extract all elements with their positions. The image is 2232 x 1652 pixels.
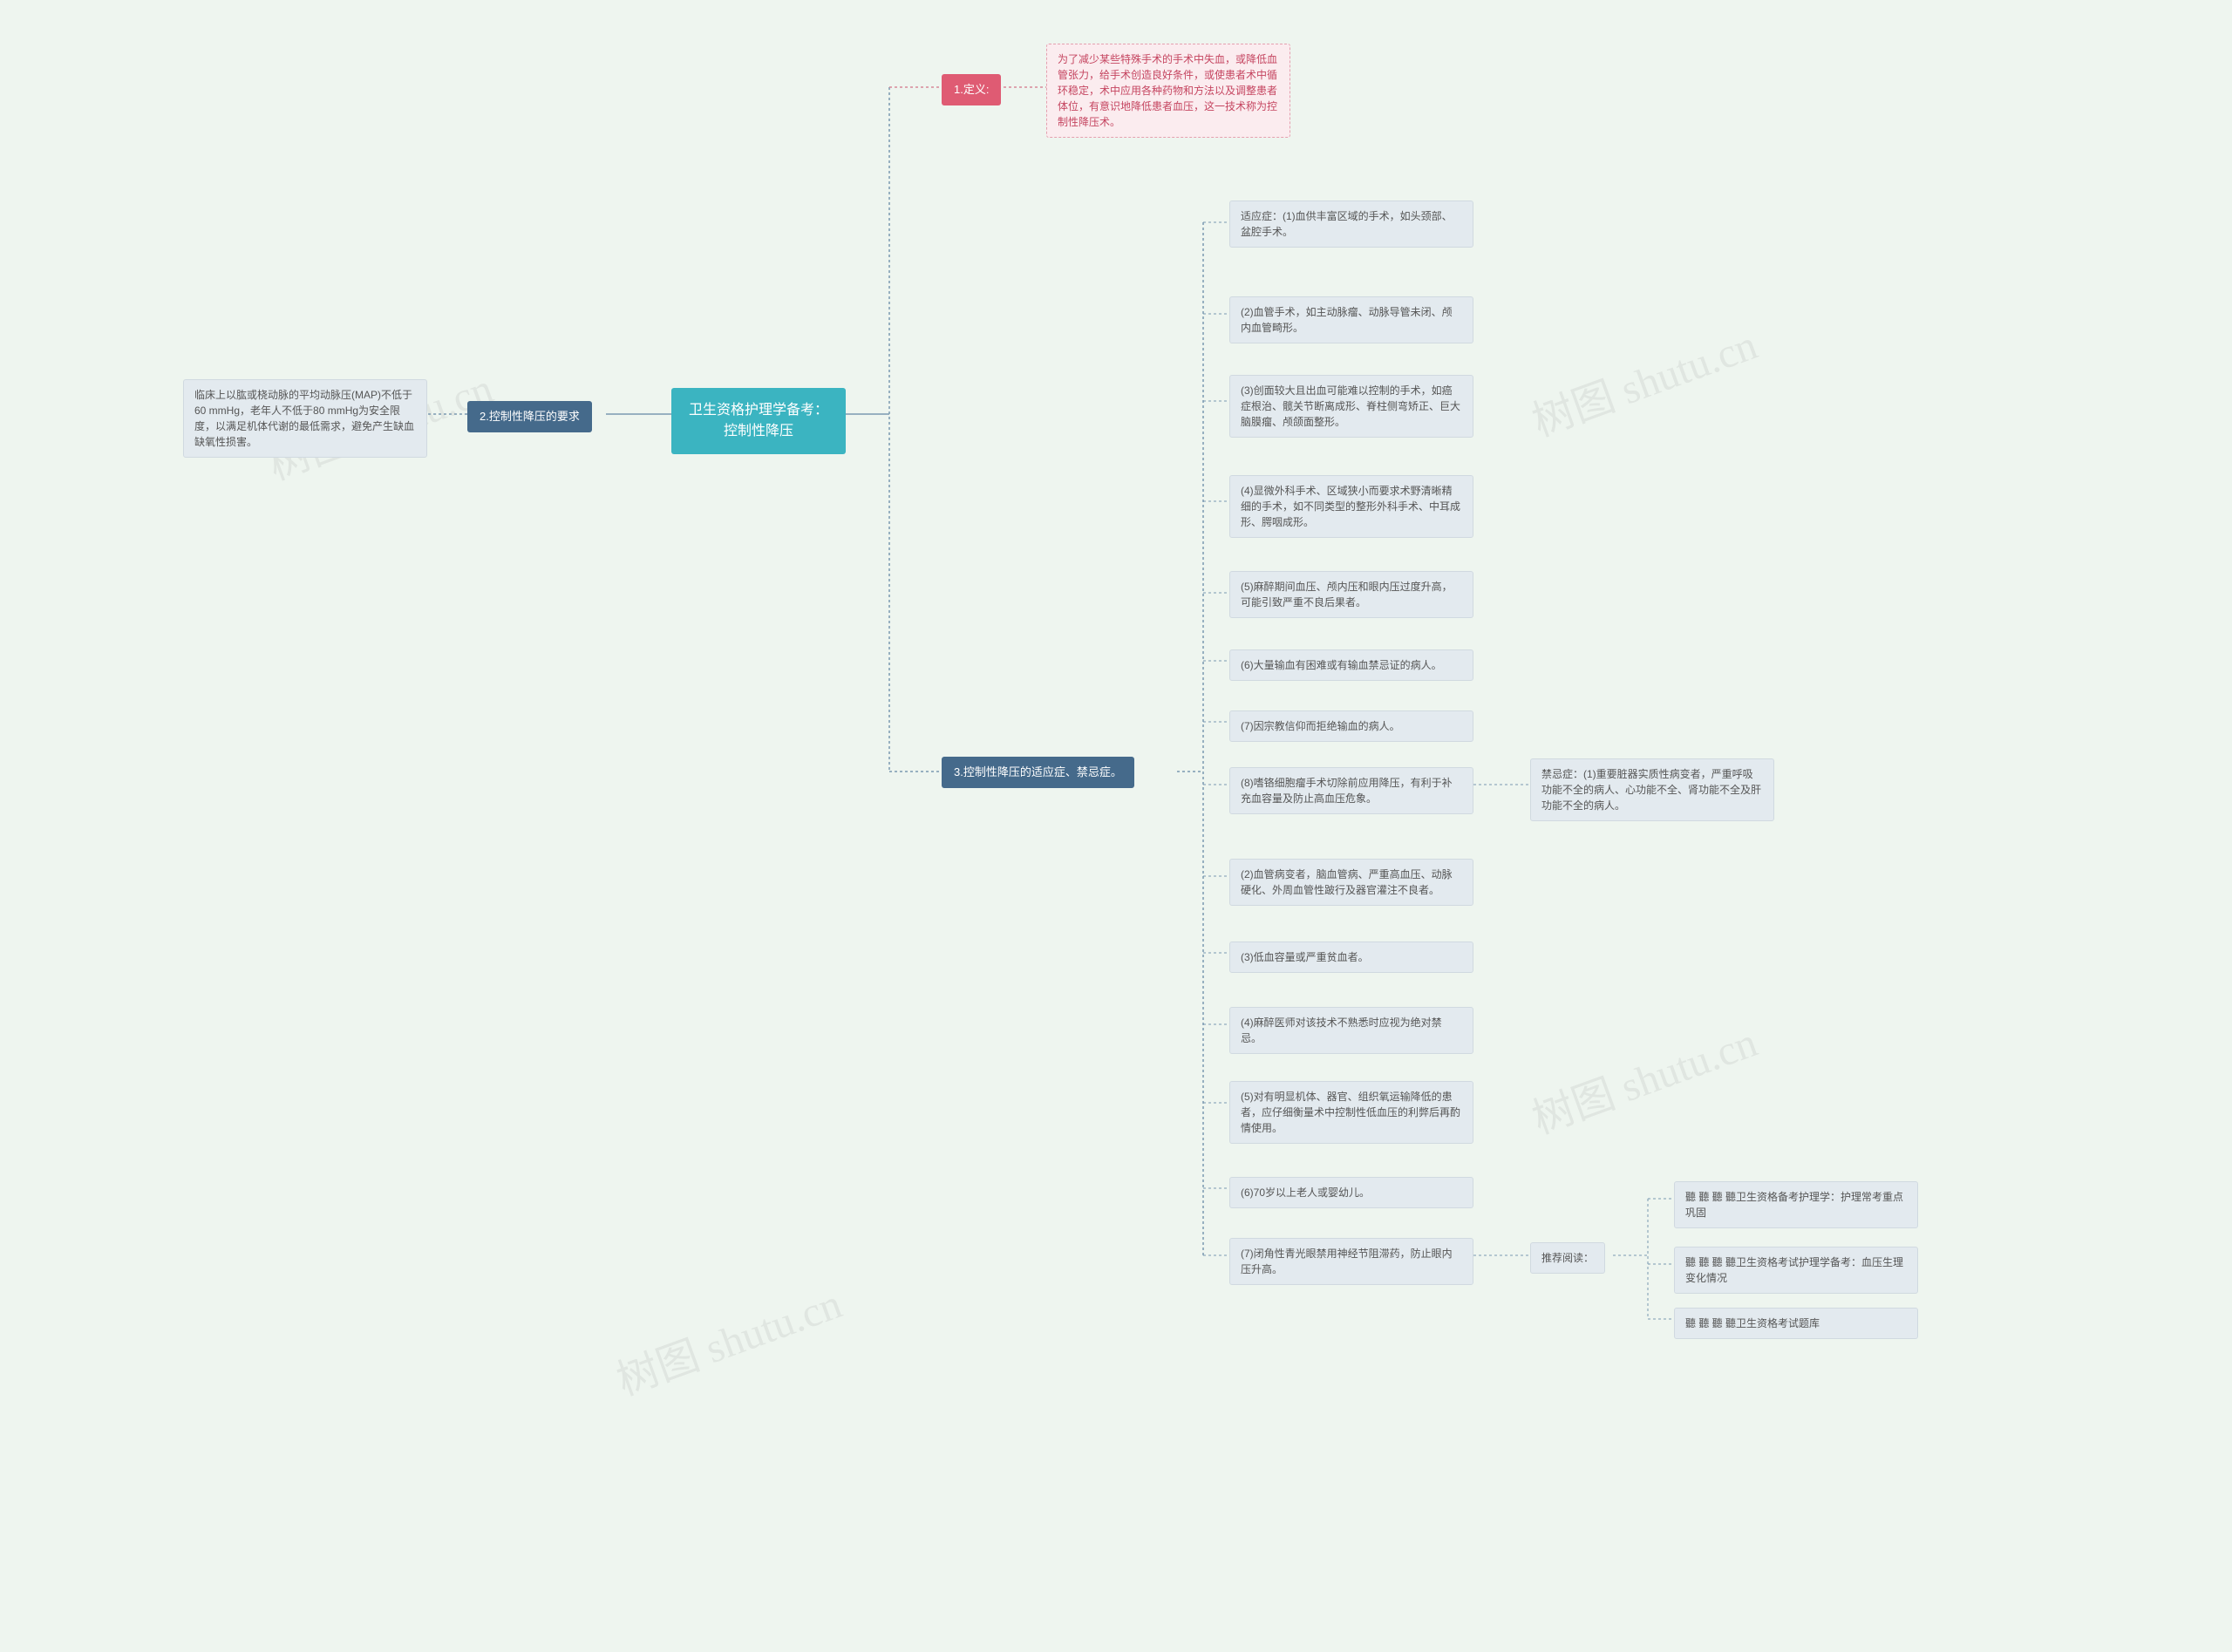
- leaf-indication: (2)血管病变者，脑血管病、严重高血压、动脉硬化、外周血管性跛行及器官灌注不良者…: [1229, 859, 1473, 906]
- mindmap-connectors: [0, 0, 2232, 1652]
- leaf-indication-text: (5)麻醉期间血压、颅内压和眼内压过度升高，可能引致严重不良后果者。: [1241, 581, 1453, 608]
- leaf-indication-text: (7)闭角性青光眼禁用神经节阻滞药，防止眼内压升高。: [1241, 1247, 1453, 1275]
- branch-requirement-label: 2.控制性降压的要求: [480, 410, 580, 423]
- leaf-indication: 适应症：(1)血供丰富区域的手术，如头颈部、盆腔手术。: [1229, 201, 1473, 248]
- leaf-indication-text: (4)麻醉医师对该技术不熟悉时应视为绝对禁忌。: [1241, 1016, 1442, 1044]
- branch-definition-label: 1.定义:: [954, 83, 989, 96]
- leaf-indication-text: (6)70岁以上老人或婴幼儿。: [1241, 1186, 1370, 1199]
- leaf-indication-text: (3)低血容量或严重贫血者。: [1241, 951, 1369, 963]
- root-node[interactable]: 卫生资格护理学备考：控制性降压: [671, 388, 846, 454]
- leaf-definition-text: 为了减少某些特殊手术的手术中失血，或降低血管张力，给手术创造良好条件，或使患者术…: [1058, 53, 1277, 128]
- watermark: 树图 shutu.cn: [1522, 1008, 1764, 1146]
- leaf-indication: (3)低血容量或严重贫血者。: [1229, 942, 1473, 973]
- leaf-recommended-label: 推荐阅读：: [1530, 1242, 1605, 1274]
- recommended-label: 推荐阅读：: [1541, 1252, 1594, 1264]
- leaf-indication-text: (3)创面较大且出血可能难以控制的手术，如癌症根治、髋关节断离成形、脊柱侧弯矫正…: [1241, 384, 1460, 428]
- leaf-indication: (5)对有明显机体、器官、组织氧运输降低的患者，应仔细衡量术中控制性低血压的利弊…: [1229, 1081, 1473, 1144]
- leaf-definition-detail: 为了减少某些特殊手术的手术中失血，或降低血管张力，给手术创造良好条件，或使患者术…: [1046, 44, 1290, 138]
- leaf-indication: (6)70岁以上老人或婴幼儿。: [1229, 1177, 1473, 1208]
- leaf-indication: (5)麻醉期间血压、颅内压和眼内压过度升高，可能引致严重不良后果者。: [1229, 571, 1473, 618]
- leaf-indication-text: 适应症：(1)血供丰富区域的手术，如头颈部、盆腔手术。: [1241, 210, 1453, 238]
- branch-indications-label: 3.控制性降压的适应症、禁忌症。: [954, 765, 1122, 778]
- leaf-indication-text: (4)显微外科手术、区域狭小而要求术野清晰精细的手术，如不同类型的整形外科手术、…: [1241, 485, 1460, 528]
- leaf-indication: (7)因宗教信仰而拒绝输血的病人。: [1229, 710, 1473, 742]
- leaf-indication-text: (7)因宗教信仰而拒绝输血的病人。: [1241, 720, 1400, 732]
- leaf-contraindication-text: 禁忌症：(1)重要脏器实质性病变者，严重呼吸功能不全的病人、心功能不全、肾功能不…: [1541, 768, 1761, 812]
- leaf-indication: (4)显微外科手术、区域狭小而要求术野清晰精细的手术，如不同类型的整形外科手术、…: [1229, 475, 1473, 538]
- watermark: 树图 shutu.cn: [1522, 310, 1764, 448]
- branch-definition[interactable]: 1.定义:: [942, 74, 1001, 105]
- leaf-indication-text: (2)血管手术，如主动脉瘤、动脉导管未闭、颅内血管畸形。: [1241, 306, 1453, 334]
- leaf-indication: (8)嗜铬细胞瘤手术切除前应用降压，有利于补充血容量及防止高血压危象。: [1229, 767, 1473, 814]
- leaf-requirement-detail: 临床上以肱或桡动脉的平均动脉压(MAP)不低于60 mmHg，老年人不低于80 …: [183, 379, 427, 458]
- leaf-indication-text: (6)大量输血有困难或有输血禁忌证的病人。: [1241, 659, 1442, 671]
- leaf-indication-text: (2)血管病变者，脑血管病、严重高血压、动脉硬化、外周血管性跛行及器官灌注不良者…: [1241, 868, 1453, 896]
- leaf-recommended-item[interactable]: 聽 聽 聽 聽卫生资格考试护理学备考：血压生理变化情况: [1674, 1247, 1918, 1294]
- leaf-indication: (6)大量输血有困难或有输血禁忌证的病人。: [1229, 649, 1473, 681]
- leaf-recommended-text: 聽 聽 聽 聽卫生资格备考护理学：护理常考重点巩固: [1685, 1191, 1903, 1219]
- branch-requirement[interactable]: 2.控制性降压的要求: [467, 401, 592, 432]
- watermark: 树图 shutu.cn: [607, 1269, 848, 1407]
- leaf-recommended-text: 聽 聽 聽 聽卫生资格考试题库: [1685, 1317, 1820, 1329]
- leaf-indication: (4)麻醉医师对该技术不熟悉时应视为绝对禁忌。: [1229, 1007, 1473, 1054]
- root-text: 卫生资格护理学备考：控制性降压: [689, 403, 828, 438]
- leaf-indication: (7)闭角性青光眼禁用神经节阻滞药，防止眼内压升高。: [1229, 1238, 1473, 1285]
- leaf-indication: (3)创面较大且出血可能难以控制的手术，如癌症根治、髋关节断离成形、脊柱侧弯矫正…: [1229, 375, 1473, 438]
- branch-indications[interactable]: 3.控制性降压的适应症、禁忌症。: [942, 757, 1134, 788]
- leaf-contraindication: 禁忌症：(1)重要脏器实质性病变者，严重呼吸功能不全的病人、心功能不全、肾功能不…: [1530, 758, 1774, 821]
- leaf-indication-text: (8)嗜铬细胞瘤手术切除前应用降压，有利于补充血容量及防止高血压危象。: [1241, 777, 1453, 805]
- leaf-indication: (2)血管手术，如主动脉瘤、动脉导管未闭、颅内血管畸形。: [1229, 296, 1473, 343]
- leaf-recommended-text: 聽 聽 聽 聽卫生资格考试护理学备考：血压生理变化情况: [1685, 1256, 1903, 1284]
- leaf-recommended-item[interactable]: 聽 聽 聽 聽卫生资格备考护理学：护理常考重点巩固: [1674, 1181, 1918, 1228]
- leaf-recommended-item[interactable]: 聽 聽 聽 聽卫生资格考试题库: [1674, 1308, 1918, 1339]
- leaf-requirement-text: 临床上以肱或桡动脉的平均动脉压(MAP)不低于60 mmHg，老年人不低于80 …: [194, 389, 414, 448]
- leaf-indication-text: (5)对有明显机体、器官、组织氧运输降低的患者，应仔细衡量术中控制性低血压的利弊…: [1241, 1091, 1460, 1134]
